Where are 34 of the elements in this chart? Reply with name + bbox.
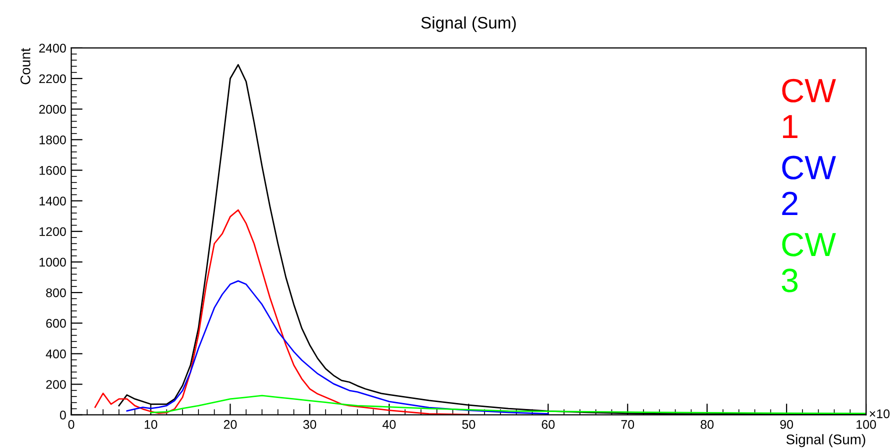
x-tick-label: 80 — [700, 420, 714, 429]
y-tick-label: 200 — [46, 380, 66, 389]
y-axis-title: Count — [20, 48, 30, 84]
x-tick-label: 100 — [856, 420, 876, 429]
y-tick-label: 1600 — [40, 166, 66, 175]
y-tick-label: 2400 — [39, 44, 66, 53]
x-tick-label: 90 — [780, 420, 794, 429]
y-tick-label: 1400 — [40, 196, 66, 206]
x-tick-label: 30 — [303, 420, 316, 429]
x-tick-label: 60 — [542, 420, 555, 429]
x-tick-label: 20 — [224, 420, 237, 429]
x-tick-label: 40 — [382, 420, 396, 429]
x-tick-label: 70 — [621, 420, 634, 429]
line-series — [150, 394, 866, 414]
y-tick-label: 1200 — [40, 227, 66, 236]
chart-title: Signal (Sum) — [421, 16, 516, 32]
text: CW 1 — [782, 78, 836, 138]
line-series — [126, 280, 549, 414]
y-tick-label: 800 — [46, 288, 66, 298]
y-tick-label: 2200 — [39, 74, 66, 84]
y-tick-label: 600 — [46, 318, 66, 328]
x-axis-title: Signal (Sum) — [786, 434, 866, 448]
line-series — [94, 209, 470, 415]
y-tick-label: 0 — [60, 410, 66, 420]
y-tick-label: 1800 — [40, 135, 66, 144]
x-tick-label: 50 — [462, 420, 476, 429]
x-tick-label: 0 — [68, 420, 74, 429]
text: ×10 — [870, 409, 890, 418]
text: CW 3 — [782, 232, 836, 292]
y-tick-label: 2000 — [39, 104, 66, 114]
text: CW 2 — [782, 156, 836, 215]
y-tick-label: 1000 — [40, 258, 66, 267]
y-tick-label: 400 — [46, 349, 66, 358]
x-tick-label: 10 — [144, 420, 158, 429]
